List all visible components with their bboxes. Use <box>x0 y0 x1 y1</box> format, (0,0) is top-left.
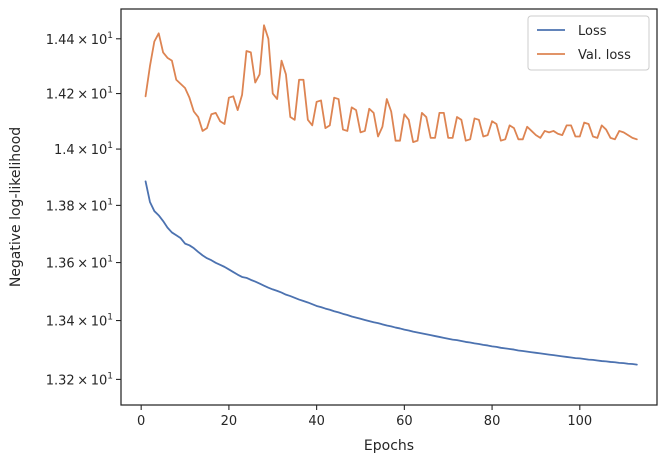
x-axis-label: Epochs <box>364 438 414 454</box>
x-tick-label: 0 <box>137 414 145 429</box>
series-line-val-loss <box>144 24 638 143</box>
y-tick-label: 1.44 × 101 <box>46 31 113 48</box>
x-tick-label: 60 <box>396 414 413 429</box>
y-tick-label: 1.34 × 101 <box>46 313 113 330</box>
x-axis: 0 20 40 60 80 100 <box>137 405 592 429</box>
legend: Loss Val. loss <box>527 15 650 71</box>
y-axis-label: Negative log-likelihood <box>8 127 24 287</box>
y-tick-label: 1.38 × 101 <box>46 197 113 214</box>
series-layer <box>144 24 638 366</box>
x-tick-label: 100 <box>567 414 592 429</box>
x-tick-label: 80 <box>484 414 501 429</box>
series-line-loss <box>144 180 638 366</box>
y-tick-label: 1.36 × 101 <box>46 255 113 272</box>
y-tick-label: 1.32 × 101 <box>46 371 113 388</box>
x-tick-label: 20 <box>221 414 238 429</box>
plot-frame <box>120 8 658 406</box>
legend-label-val-loss: Val. loss <box>578 48 631 63</box>
y-tick-label: 1.4 × 101 <box>54 141 113 158</box>
legend-label-loss: Loss <box>578 24 607 39</box>
x-tick-label: 40 <box>308 414 325 429</box>
y-axis: 1.32 × 101 1.34 × 101 1.36 × 101 1.38 × 101… <box>46 31 121 388</box>
y-tick-label: 1.42 × 101 <box>46 86 113 103</box>
